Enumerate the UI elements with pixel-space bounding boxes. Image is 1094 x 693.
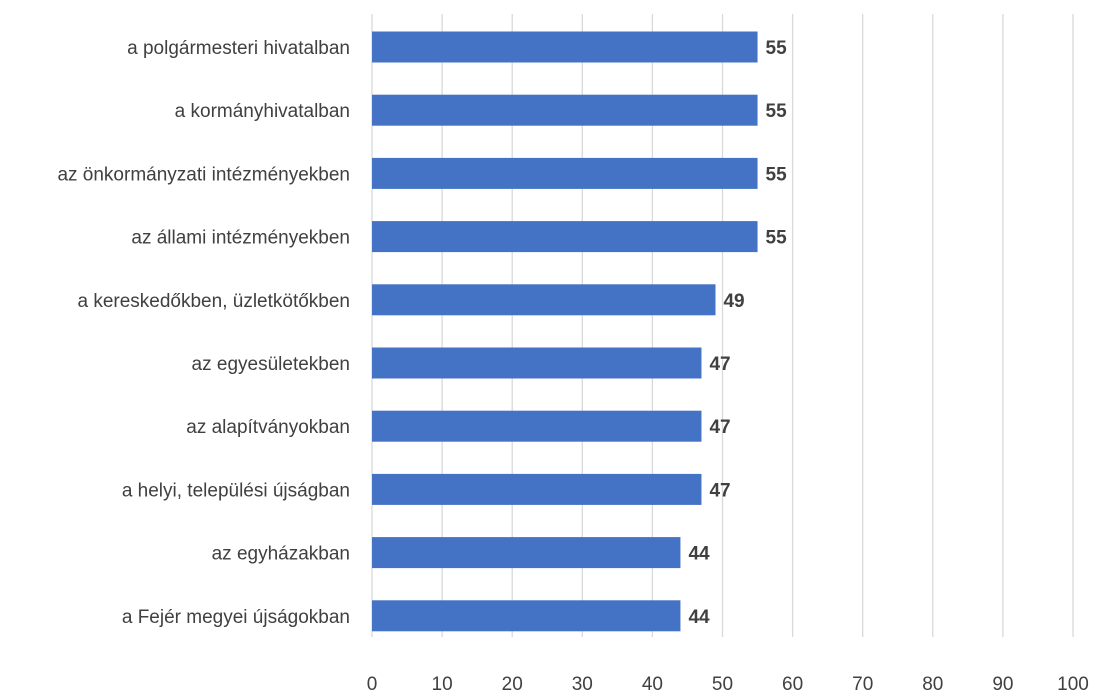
- category-label: a Fejér megyei újságokban: [122, 607, 350, 628]
- bar: [372, 473, 702, 505]
- data-label: 47: [709, 480, 730, 501]
- x-axis-tick-labels: 0 10 20 30 40 50 60 70 80 90 100: [367, 674, 1089, 693]
- bar: [372, 157, 758, 189]
- x-tick-label-40: 40: [642, 674, 663, 693]
- bar: [372, 410, 702, 442]
- bar: [372, 31, 758, 63]
- category-label: az állami intézményekben: [131, 228, 350, 249]
- category-label: a kormányhivatalban: [175, 101, 350, 122]
- data-label: 55: [766, 101, 788, 122]
- category-label: az alapítványokban: [186, 417, 350, 438]
- category-label: az önkormányzati intézményekben: [57, 164, 350, 185]
- data-label: 49: [723, 291, 744, 312]
- category-label: az egyesületekben: [192, 354, 350, 375]
- data-labels: 55 55 55 55 49 47 47 47 44 44: [688, 38, 787, 628]
- x-tick-label-80: 80: [922, 674, 943, 693]
- category-label: a kereskedőkben, üzletkötőkben: [77, 291, 350, 312]
- x-tick-label-30: 30: [572, 674, 593, 693]
- x-tick-label-50: 50: [712, 674, 733, 693]
- bar: [372, 94, 758, 126]
- bar: [372, 221, 758, 253]
- category-label: a polgármesteri hivatalban: [127, 38, 350, 59]
- bar: [372, 600, 681, 632]
- bars: [372, 31, 758, 632]
- x-tick-label-90: 90: [992, 674, 1013, 693]
- data-label: 47: [709, 354, 730, 375]
- x-tick-label-60: 60: [782, 674, 803, 693]
- category-label: a helyi, települési újságban: [122, 480, 350, 501]
- x-tick-label-20: 20: [502, 674, 523, 693]
- x-tick-label-70: 70: [852, 674, 873, 693]
- data-label: 47: [709, 417, 730, 438]
- bar: [372, 537, 681, 569]
- data-label: 44: [688, 544, 710, 565]
- x-tick-label-10: 10: [432, 674, 453, 693]
- x-tick-label-0: 0: [367, 674, 378, 693]
- data-label: 55: [766, 38, 788, 59]
- data-label: 55: [766, 228, 788, 249]
- category-label: az egyházakban: [212, 544, 350, 565]
- category-labels: a polgármesteri hivatalban a kormányhivat…: [57, 38, 350, 628]
- bar: [372, 347, 702, 379]
- data-label: 44: [688, 607, 710, 628]
- bar: [372, 284, 716, 316]
- x-tick-label-100: 100: [1057, 674, 1089, 693]
- data-label: 55: [766, 164, 788, 185]
